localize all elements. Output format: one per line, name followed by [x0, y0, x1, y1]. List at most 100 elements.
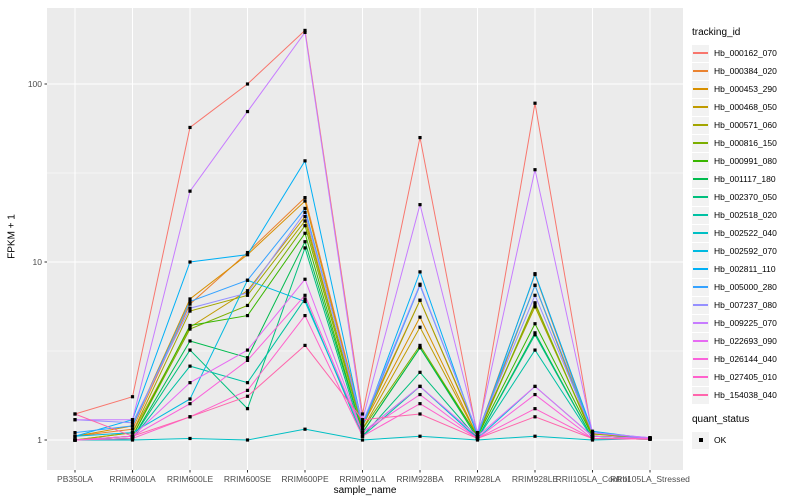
- data-point: [188, 436, 192, 441]
- quant-status-key: [692, 431, 709, 449]
- data-point: [418, 325, 422, 329]
- data-point: [360, 421, 365, 425]
- legend-entry-label: Hb_002518_020: [714, 210, 777, 220]
- legend-key: [692, 368, 709, 386]
- legend-entry-label: Hb_026144_040: [714, 354, 777, 364]
- data-point: [418, 203, 422, 207]
- x-tick-label: RRIM600LA: [109, 474, 156, 484]
- legend: tracking_id Hb_000162_070 Hb_000384_020 Hb…: [692, 27, 798, 449]
- data-point: [188, 325, 192, 329]
- legend-entry-Hb_002592_070: Hb_002592_070: [692, 242, 798, 260]
- legend-key: [692, 296, 709, 314]
- data-point: [73, 438, 77, 442]
- legend-color-swatch: [693, 196, 708, 198]
- legend-entry-Hb_005000_280: Hb_005000_280: [692, 278, 798, 296]
- data-point: [245, 289, 250, 293]
- data-point: [475, 436, 480, 441]
- data-point: [418, 346, 422, 350]
- data-point: [303, 219, 307, 223]
- legend-entry-Hb_000991_080: Hb_000991_080: [692, 152, 798, 170]
- x-tick-label: PB350LA: [57, 474, 93, 484]
- data-point: [245, 358, 250, 363]
- data-point: [130, 434, 135, 438]
- legend-entry-label: Hb_027405_010: [714, 372, 777, 382]
- data-point: [533, 272, 537, 276]
- legend-entry-label: OK: [714, 435, 727, 445]
- data-point: [418, 384, 422, 389]
- data-point: [475, 434, 480, 438]
- data-point: [245, 381, 250, 385]
- data-point: [303, 224, 307, 228]
- data-point: [590, 436, 595, 441]
- legend-entry-label: Hb_009225_070: [714, 318, 777, 328]
- data-point: [188, 297, 192, 301]
- data-point: [533, 283, 537, 287]
- legend-entry-label: Hb_000991_080: [714, 156, 777, 166]
- legend-color-swatch: [693, 160, 708, 162]
- data-point: [303, 159, 307, 163]
- data-point: [303, 28, 307, 33]
- data-point: [245, 394, 250, 398]
- data-point: [188, 309, 192, 313]
- legend-color-swatch: [693, 124, 708, 126]
- legend-color-swatch: [693, 394, 708, 396]
- data-point: [303, 299, 307, 304]
- data-point: [303, 214, 307, 219]
- data-point: [418, 135, 422, 140]
- data-point: [533, 101, 537, 105]
- data-point: [245, 293, 250, 297]
- data-point: [590, 431, 595, 435]
- data-point: [130, 427, 135, 431]
- data-point: [418, 434, 422, 438]
- legend-color-swatch: [693, 88, 708, 90]
- data-point: [533, 322, 537, 326]
- legend-color-swatch: [693, 232, 708, 234]
- data-point: [130, 418, 135, 422]
- data-point: [245, 253, 250, 257]
- legend-entry-Hb_000384_020: Hb_000384_020: [692, 62, 798, 80]
- data-point: [418, 270, 422, 274]
- data-point: [360, 431, 365, 435]
- data-point: [418, 315, 422, 319]
- data-point: [188, 339, 192, 343]
- legend-key: [692, 170, 709, 188]
- legend-entry-Hb_027405_010: Hb_027405_010: [692, 368, 798, 386]
- data-point: [130, 395, 135, 399]
- point-marker-icon: [698, 438, 703, 442]
- data-point: [418, 392, 422, 397]
- legend-entry-Hb_002522_040: Hb_002522_040: [692, 224, 798, 242]
- data-point: [245, 407, 250, 411]
- data-point: [130, 421, 135, 425]
- legend-color-swatch: [693, 142, 708, 144]
- data-point: [303, 277, 307, 281]
- data-point: [360, 427, 365, 431]
- legend-color-swatch: [693, 340, 708, 342]
- data-point: [303, 246, 307, 250]
- legend-entry-label: Hb_002522_040: [714, 228, 777, 238]
- data-point: [130, 436, 135, 441]
- data-point: [245, 250, 250, 255]
- data-point: [188, 299, 192, 304]
- data-point: [245, 291, 250, 295]
- legend-key: [692, 188, 709, 206]
- legend-key: [692, 278, 709, 296]
- legend-entry-Hb_000453_290: Hb_000453_290: [692, 80, 798, 98]
- data-point: [188, 348, 192, 352]
- data-point: [590, 434, 595, 438]
- data-point: [418, 298, 422, 302]
- data-point: [245, 278, 250, 282]
- x-tick-label: RRIM600PE: [281, 474, 329, 484]
- legend-entry-Hb_000468_050: Hb_000468_050: [692, 98, 798, 116]
- y-tick-label: 10: [33, 257, 43, 267]
- legend-entry-Hb_002518_020: Hb_002518_020: [692, 206, 798, 224]
- legend-key: [692, 62, 709, 80]
- legend-entry-label: Hb_000468_050: [714, 102, 777, 112]
- data-point: [130, 424, 135, 428]
- data-point: [533, 434, 537, 438]
- data-point: [303, 199, 307, 203]
- data-point: [303, 427, 307, 431]
- quant-status-legend-title: quant_status: [692, 414, 750, 425]
- data-point: [245, 303, 250, 308]
- legend-key: [692, 350, 709, 368]
- legend-key: [692, 98, 709, 116]
